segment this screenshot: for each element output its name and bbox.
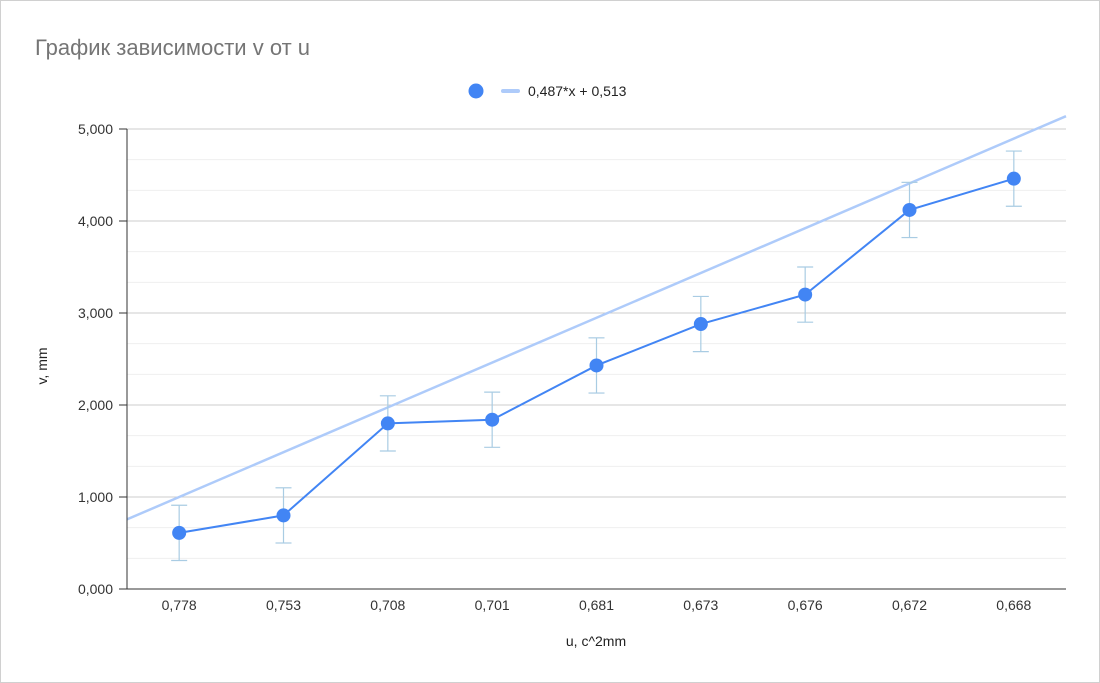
- y-tick-label: 4,000: [78, 213, 113, 229]
- major-gridlines: [127, 128, 1066, 498]
- x-tick-label: 0,701: [475, 597, 510, 613]
- axis-titles: u, c^2mm v, mm: [34, 347, 626, 649]
- series-layer: [172, 171, 1021, 540]
- x-tick-label: 0,681: [579, 597, 614, 613]
- x-tick-label: 0,673: [683, 597, 718, 613]
- x-tick-label: 0,708: [370, 597, 405, 613]
- axes-layer: 0,000 1,000 2,000 3,000 4,000 5,000 0,778 0,753…: [78, 121, 1066, 613]
- y-tick-label: 1,000: [78, 489, 113, 505]
- y-tick-label: 3,000: [78, 305, 113, 321]
- y-tick-label: 0,000: [78, 581, 113, 597]
- data-point: [1006, 171, 1021, 186]
- y-tick-label: 2,000: [78, 397, 113, 413]
- x-tick-label: 0,672: [892, 597, 927, 613]
- chart-title: График зависимости v от u: [35, 35, 310, 60]
- data-point: [693, 317, 708, 332]
- x-tick-label: 0,778: [162, 597, 197, 613]
- x-tick-label: 0,753: [266, 597, 301, 613]
- data-point: [589, 358, 604, 373]
- y-axis-title: v, mm: [34, 347, 50, 384]
- legend-trendline-label: 0,487*x + 0,513: [528, 83, 627, 99]
- data-point: [902, 202, 917, 217]
- trendline: [126, 115, 1067, 521]
- y-tick-label: 5,000: [78, 121, 113, 137]
- trendline-layer: [126, 115, 1067, 521]
- x-tick-label: 0,668: [996, 597, 1031, 613]
- data-point: [276, 508, 291, 523]
- data-point: [380, 416, 395, 431]
- x-tick-label: 0,676: [788, 597, 823, 613]
- legend: 0,487*x + 0,513: [468, 83, 627, 99]
- data-point: [798, 287, 813, 302]
- x-axis-title: u, c^2mm: [566, 633, 626, 649]
- data-point: [172, 525, 187, 540]
- error-bars-layer: [171, 150, 1022, 562]
- data-point: [485, 412, 500, 427]
- legend-series-marker: [468, 83, 484, 99]
